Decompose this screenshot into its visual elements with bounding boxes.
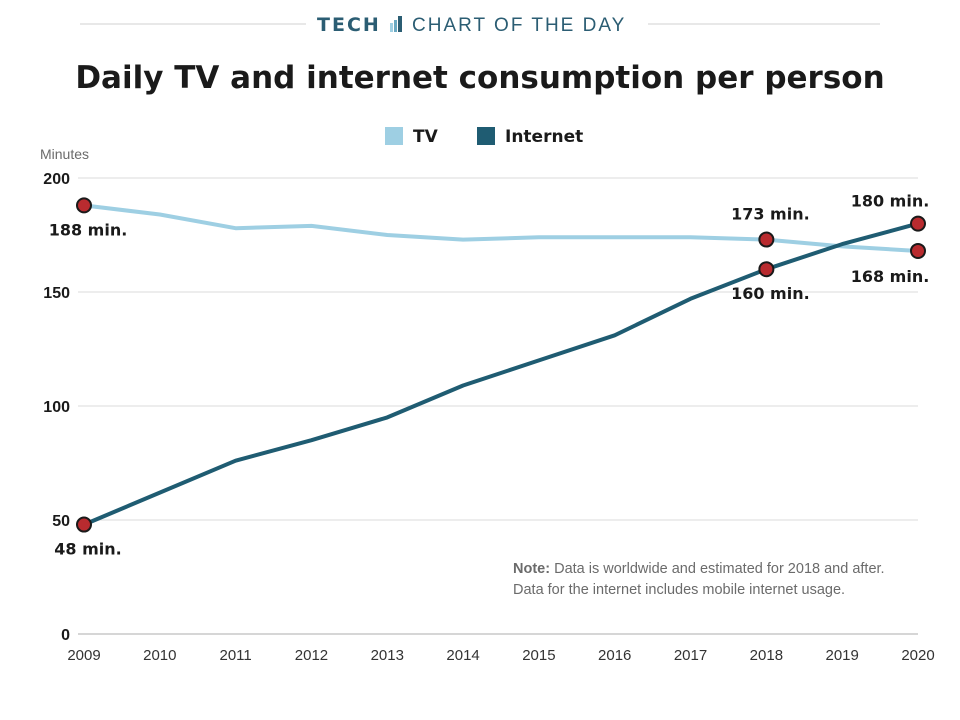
data-label-tv-2009: 188 min. xyxy=(49,220,128,239)
y-tick-label-200: 200 xyxy=(43,171,70,188)
x-tick-label-2018: 2018 xyxy=(750,647,783,664)
y-tick-label-0: 0 xyxy=(61,627,70,644)
markers xyxy=(76,197,926,533)
data-label-internet-2020: 180 min. xyxy=(851,192,930,211)
x-tick-label-2019: 2019 xyxy=(825,647,858,664)
annotations: 188 min. 173 min. 168 min. 48 min. 160 min. 1… xyxy=(49,192,930,559)
note: Note: Data is worldwide and estimated fo… xyxy=(513,561,885,598)
legend-label-internet: Internet xyxy=(505,127,583,147)
note-text-1: Data is worldwide and estimated for 2018… xyxy=(550,561,885,577)
bar-chart-icon xyxy=(390,16,402,32)
y-tick-label-150: 150 xyxy=(43,285,70,302)
x-ticks: 2009 2010 2011 2012 2013 2014 2015 2016 2017 2018… xyxy=(67,647,934,664)
y-axis-label: Minutes xyxy=(40,146,89,162)
kicker-tech: TECH xyxy=(317,14,381,36)
note-label: Note: xyxy=(513,561,550,577)
x-tick-label-2011: 2011 xyxy=(220,647,252,664)
legend-swatch-tv xyxy=(385,127,403,145)
kicker-chart-of-the-day: CHART OF THE DAY xyxy=(412,15,626,36)
x-tick-label-2013: 2013 xyxy=(371,647,404,664)
x-tick-label-2012: 2012 xyxy=(295,647,328,664)
y-ticks: 0 50 100 150 200 xyxy=(43,171,70,644)
grid xyxy=(78,177,918,635)
y-tick-label-100: 100 xyxy=(43,399,70,416)
data-label-tv-2018: 173 min. xyxy=(731,205,810,224)
legend: TV Internet xyxy=(385,127,583,147)
marker-internet-2018 xyxy=(758,261,775,278)
note-line-1: Note: Data is worldwide and estimated fo… xyxy=(513,561,885,577)
marker-tv-2020 xyxy=(910,242,926,259)
data-label-tv-2020: 168 min. xyxy=(851,267,930,286)
legend-label-tv: TV xyxy=(413,127,439,147)
kicker: TECH CHART OF THE DAY xyxy=(80,14,880,36)
x-tick-label-2016: 2016 xyxy=(598,647,631,664)
x-tick-label-2015: 2015 xyxy=(522,647,555,664)
legend-swatch-internet xyxy=(477,127,495,145)
x-tick-label-2017: 2017 xyxy=(674,647,707,664)
x-tick-label-2010: 2010 xyxy=(143,647,176,664)
note-line-2: Data for the internet includes mobile in… xyxy=(513,582,845,598)
data-label-internet-2009: 48 min. xyxy=(54,540,121,559)
series-line-tv xyxy=(82,203,920,253)
marker-internet-2009 xyxy=(76,516,92,533)
marker-internet-2020 xyxy=(910,215,926,232)
series xyxy=(82,203,920,527)
data-label-internet-2018: 160 min. xyxy=(731,284,810,303)
x-tick-label-2009: 2009 xyxy=(67,647,100,664)
marker-tv-2009 xyxy=(76,197,92,214)
marker-tv-2018 xyxy=(758,231,775,248)
series-line-internet xyxy=(82,221,920,527)
x-tick-label-2014: 2014 xyxy=(446,647,479,664)
y-tick-label-50: 50 xyxy=(52,513,70,530)
x-tick-label-2020: 2020 xyxy=(901,647,934,664)
chart-title: Daily TV and internet consumption per pe… xyxy=(75,60,884,96)
